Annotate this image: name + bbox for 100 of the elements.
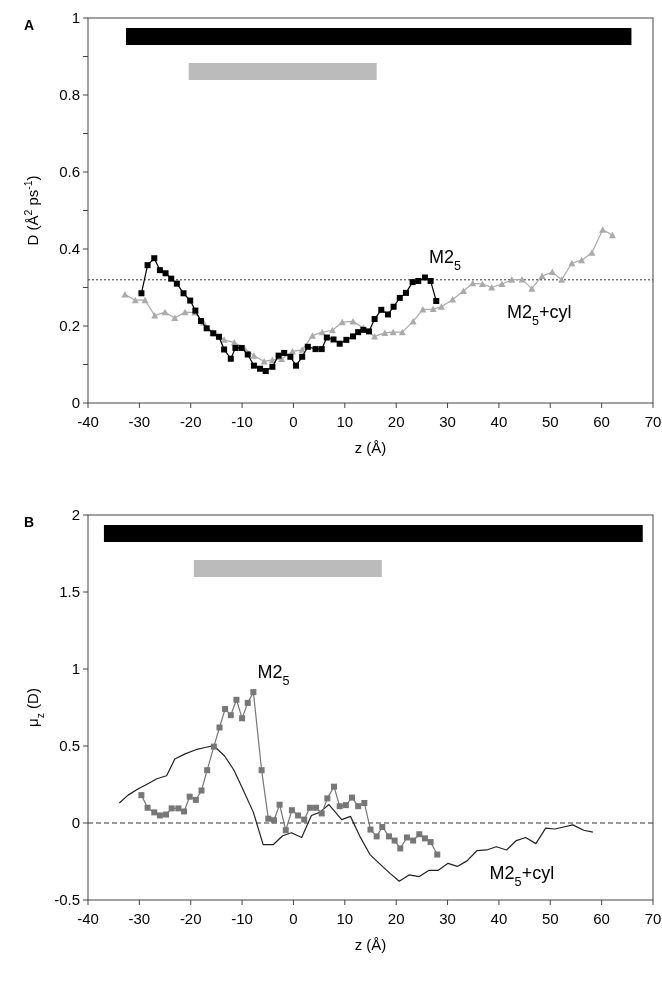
x-tick-label: 50 [541, 413, 559, 430]
point [308, 332, 316, 339]
point [336, 803, 343, 810]
point [198, 787, 205, 794]
x-tick-label: 70 [644, 413, 662, 430]
point [203, 325, 210, 332]
x-tick-label: -40 [77, 910, 99, 927]
point [239, 715, 246, 722]
point [578, 256, 586, 264]
y-tick-label: 1 [71, 660, 80, 678]
point [168, 275, 175, 282]
point [131, 296, 139, 304]
series-label: M2$_{5}$ [257, 662, 290, 689]
point [250, 352, 258, 359]
point [410, 837, 417, 844]
point [180, 290, 187, 297]
x-tick-label: 30 [439, 910, 456, 927]
x-tick-label: -10 [231, 910, 253, 927]
point [396, 294, 403, 301]
point [270, 817, 277, 824]
point [257, 365, 264, 372]
x-axis-title: z (Å) [354, 439, 387, 456]
point [478, 280, 486, 288]
point [324, 795, 331, 802]
point [269, 363, 276, 370]
point [402, 289, 409, 296]
point [599, 226, 607, 233]
point [163, 811, 170, 818]
x-tick-label: 50 [541, 910, 559, 927]
point [162, 270, 169, 277]
point [151, 255, 158, 262]
point [210, 743, 217, 750]
point [227, 355, 234, 362]
point [318, 810, 325, 817]
y-tick-label: 0.4 [59, 240, 80, 258]
series-label: M2$_{5}$+cyl [507, 301, 572, 328]
point [350, 333, 357, 340]
point [391, 837, 398, 844]
point [385, 833, 392, 840]
point [168, 805, 175, 812]
point [397, 845, 404, 852]
point [488, 284, 496, 291]
point [304, 343, 311, 350]
point [398, 328, 406, 336]
point [403, 834, 410, 841]
point [437, 303, 445, 310]
point [389, 328, 397, 336]
point [331, 783, 338, 790]
point [298, 346, 306, 353]
point [390, 303, 397, 310]
point [171, 314, 179, 321]
point [338, 318, 346, 326]
x-tick-label: 0 [289, 910, 298, 927]
point [138, 290, 145, 297]
point [276, 801, 283, 808]
point [262, 368, 269, 375]
point [186, 793, 193, 800]
y-tick-label: 1 [71, 9, 80, 27]
point [282, 827, 289, 834]
point [181, 808, 188, 815]
point [421, 274, 428, 281]
x-tick-label: 40 [490, 910, 508, 927]
y-tick-label: 0 [71, 814, 80, 832]
point [323, 334, 330, 341]
point [221, 346, 228, 353]
point [381, 329, 389, 336]
point [156, 267, 163, 274]
point [233, 696, 240, 703]
x-tick-label: 60 [593, 413, 610, 430]
point [365, 328, 372, 335]
point [429, 305, 437, 313]
point [151, 312, 159, 319]
point [433, 297, 440, 304]
point [299, 353, 306, 360]
chart-title: B [24, 514, 35, 530]
point [232, 344, 239, 351]
x-tick-label: -20 [179, 910, 202, 927]
x-tick-label: 10 [336, 910, 354, 927]
point [181, 308, 189, 316]
point [268, 356, 276, 363]
x-tick-label: 20 [387, 910, 405, 927]
point [538, 272, 546, 279]
point [349, 794, 356, 801]
point [469, 279, 477, 287]
point [144, 262, 151, 269]
point [548, 268, 556, 276]
point [379, 824, 386, 830]
y-tick-label: 0 [71, 394, 80, 412]
point [328, 326, 336, 334]
point [415, 277, 422, 284]
x-tick-label: 60 [593, 910, 610, 927]
x-axis-title: z (Å) [354, 936, 387, 953]
point [173, 280, 180, 287]
point [227, 712, 234, 719]
point [187, 297, 194, 304]
point [141, 296, 149, 304]
point [427, 277, 434, 284]
point [508, 276, 516, 283]
point [216, 724, 223, 731]
point [588, 249, 596, 256]
